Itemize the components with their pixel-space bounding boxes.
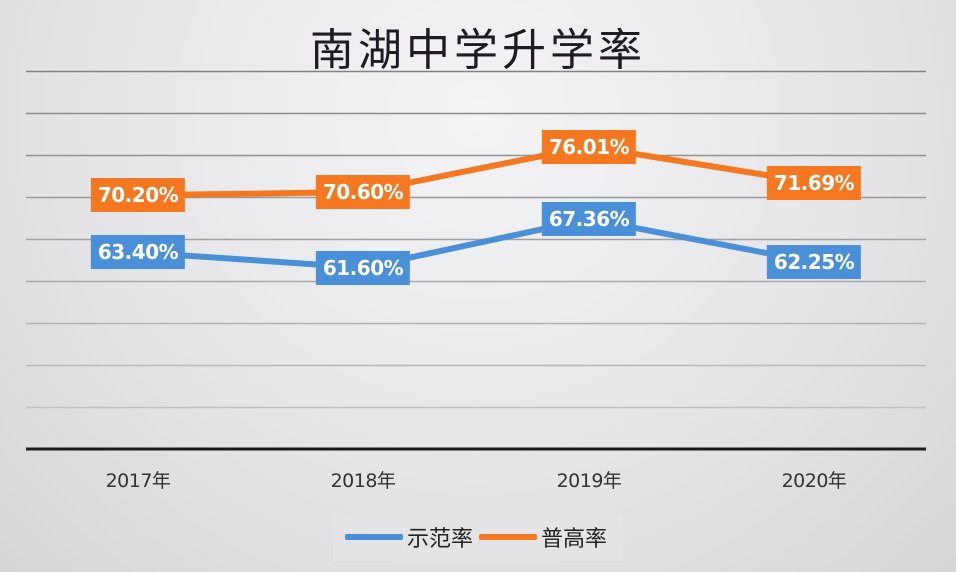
x-axis-label: 2018年 — [330, 470, 396, 492]
legend-label: 示范率 — [406, 527, 473, 552]
data-label: 62.25% — [766, 245, 862, 280]
x-axis-label: 2019年 — [556, 470, 622, 492]
data-label: 70.20% — [90, 178, 186, 213]
legend-swatch-blue-icon — [344, 534, 403, 540]
legend-item-shifan[interactable]: 示范率 — [344, 521, 477, 553]
chart-title: 南湖中学升学率 — [310, 25, 646, 76]
x-axis-label: 2020年 — [781, 470, 847, 492]
data-label: 70.60% — [315, 174, 411, 209]
data-label: 63.40% — [90, 235, 186, 270]
data-label: 76.01% — [541, 129, 637, 164]
series-line-shifan — [137, 216, 815, 271]
legend: 示范率 普高率 — [333, 513, 623, 561]
gridlines — [26, 70, 926, 409]
legend-label: 普高率 — [541, 527, 608, 552]
x-axis-label: 2017年 — [105, 470, 171, 492]
legend-item-pugao[interactable]: 普高率 — [479, 521, 611, 553]
data-label: 67.36% — [541, 202, 637, 237]
series-line-pugao — [137, 143, 815, 199]
legend-swatch-orange-icon — [479, 534, 537, 540]
data-label: 71.69% — [766, 165, 862, 200]
data-label: 61.60% — [315, 250, 411, 285]
